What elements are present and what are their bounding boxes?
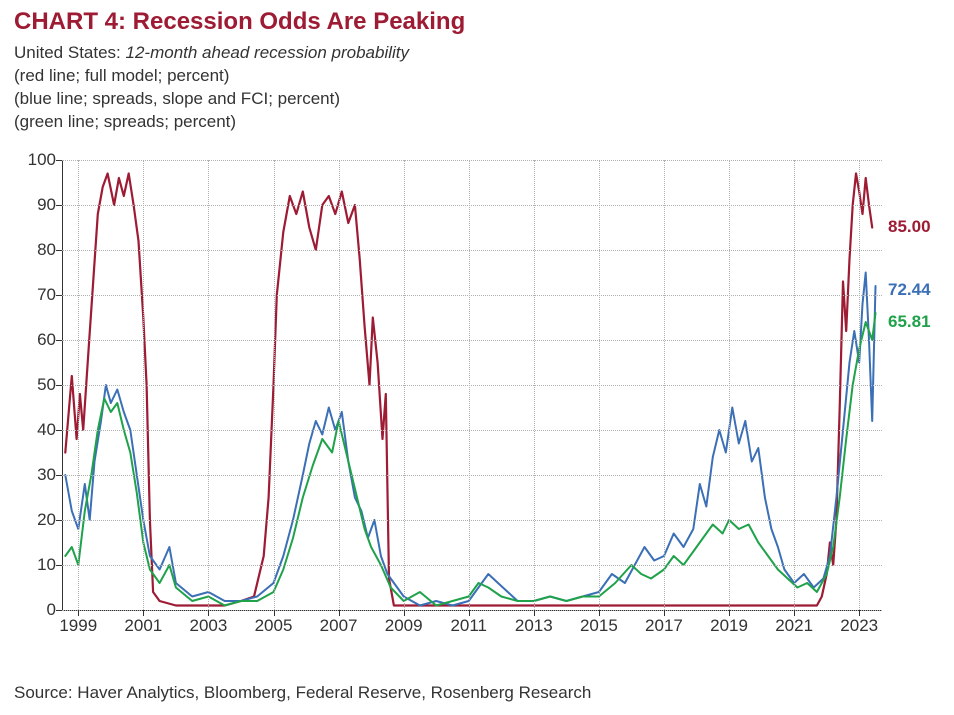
x-tick-label: 2013 bbox=[515, 616, 553, 636]
x-tick-mark bbox=[274, 610, 275, 616]
y-tick-label: 70 bbox=[16, 285, 56, 305]
x-tick-mark bbox=[859, 610, 860, 616]
x-tick-mark bbox=[143, 610, 144, 616]
grid-line-h bbox=[62, 520, 882, 521]
grid-line-h bbox=[62, 160, 882, 161]
grid-line-v bbox=[208, 160, 209, 610]
legend-line-blue: (blue line; spreads, slope and FCI; perc… bbox=[14, 88, 940, 111]
x-tick-label: 2003 bbox=[190, 616, 228, 636]
y-tick-label: 60 bbox=[16, 330, 56, 350]
source-text: Source: Haver Analytics, Bloomberg, Fede… bbox=[14, 683, 591, 703]
chart-page: CHART 4: Recession Odds Are Peaking Unit… bbox=[0, 0, 954, 715]
y-tick-mark bbox=[56, 160, 62, 161]
y-tick-label: 10 bbox=[16, 555, 56, 575]
x-tick-label: 2019 bbox=[710, 616, 748, 636]
grid-line-v bbox=[534, 160, 535, 610]
grid-line-v bbox=[274, 160, 275, 610]
grid-line-h bbox=[62, 565, 882, 566]
grid-line-v bbox=[78, 160, 79, 610]
grid-line-h bbox=[62, 430, 882, 431]
grid-line-v bbox=[339, 160, 340, 610]
series-line-spreads_slope_fci bbox=[65, 272, 875, 605]
grid-line-h bbox=[62, 340, 882, 341]
x-tick-mark bbox=[78, 610, 79, 616]
x-tick-mark bbox=[664, 610, 665, 616]
grid-line-v bbox=[664, 160, 665, 610]
x-tick-label: 2023 bbox=[840, 616, 878, 636]
y-tick-mark bbox=[56, 430, 62, 431]
grid-line-h bbox=[62, 250, 882, 251]
grid-line-v bbox=[469, 160, 470, 610]
subtitle-italic: 12-month ahead recession probability bbox=[126, 43, 410, 62]
grid-line-h bbox=[62, 205, 882, 206]
x-tick-label: 2011 bbox=[450, 616, 487, 636]
y-tick-label: 0 bbox=[16, 600, 56, 620]
x-tick-label: 2001 bbox=[124, 616, 162, 636]
x-tick-mark bbox=[794, 610, 795, 616]
y-tick-label: 80 bbox=[16, 240, 56, 260]
y-tick-mark bbox=[56, 565, 62, 566]
legend-line-red: (red line; full model; percent) bbox=[14, 65, 940, 88]
y-tick-mark bbox=[56, 610, 62, 611]
legend-line-green: (green line; spreads; percent) bbox=[14, 111, 940, 134]
grid-line-v bbox=[599, 160, 600, 610]
x-tick-mark bbox=[339, 610, 340, 616]
end-label-red: 85.00 bbox=[888, 217, 931, 237]
grid-line-h bbox=[62, 610, 882, 611]
end-label-green: 65.81 bbox=[888, 312, 931, 332]
x-tick-mark bbox=[599, 610, 600, 616]
grid-line-v bbox=[143, 160, 144, 610]
x-tick-mark bbox=[729, 610, 730, 616]
x-tick-label: 2009 bbox=[385, 616, 423, 636]
y-tick-mark bbox=[56, 205, 62, 206]
chart-title: CHART 4: Recession Odds Are Peaking bbox=[14, 8, 940, 36]
y-tick-label: 50 bbox=[16, 375, 56, 395]
grid-line-h bbox=[62, 385, 882, 386]
x-tick-mark bbox=[469, 610, 470, 616]
plot-area bbox=[62, 160, 882, 610]
x-tick-label: 2015 bbox=[580, 616, 618, 636]
x-tick-label: 2017 bbox=[645, 616, 683, 636]
y-tick-label: 40 bbox=[16, 420, 56, 440]
y-tick-mark bbox=[56, 385, 62, 386]
y-tick-mark bbox=[56, 250, 62, 251]
grid-line-h bbox=[62, 295, 882, 296]
subtitle-prefix: United States: bbox=[14, 43, 126, 62]
grid-line-v bbox=[859, 160, 860, 610]
grid-line-v bbox=[729, 160, 730, 610]
x-tick-mark bbox=[404, 610, 405, 616]
grid-line-h bbox=[62, 475, 882, 476]
y-tick-label: 20 bbox=[16, 510, 56, 530]
x-tick-label: 2007 bbox=[320, 616, 358, 636]
y-tick-label: 30 bbox=[16, 465, 56, 485]
y-tick-mark bbox=[56, 340, 62, 341]
x-tick-mark bbox=[534, 610, 535, 616]
x-tick-mark bbox=[208, 610, 209, 616]
y-tick-mark bbox=[56, 475, 62, 476]
x-tick-label: 2021 bbox=[775, 616, 813, 636]
end-label-blue: 72.44 bbox=[888, 280, 931, 300]
grid-line-v bbox=[404, 160, 405, 610]
y-tick-label: 100 bbox=[16, 150, 56, 170]
x-tick-label: 2005 bbox=[255, 616, 293, 636]
grid-line-v bbox=[794, 160, 795, 610]
chart-area: 85.00 72.44 65.81 0 10 20 30 40 50 60 70 80 90 100… bbox=[14, 152, 940, 652]
chart-subtitle: United States: 12-month ahead recession … bbox=[14, 42, 940, 65]
y-tick-label: 90 bbox=[16, 195, 56, 215]
x-tick-label: 1999 bbox=[59, 616, 97, 636]
y-tick-mark bbox=[56, 520, 62, 521]
y-tick-mark bbox=[56, 295, 62, 296]
